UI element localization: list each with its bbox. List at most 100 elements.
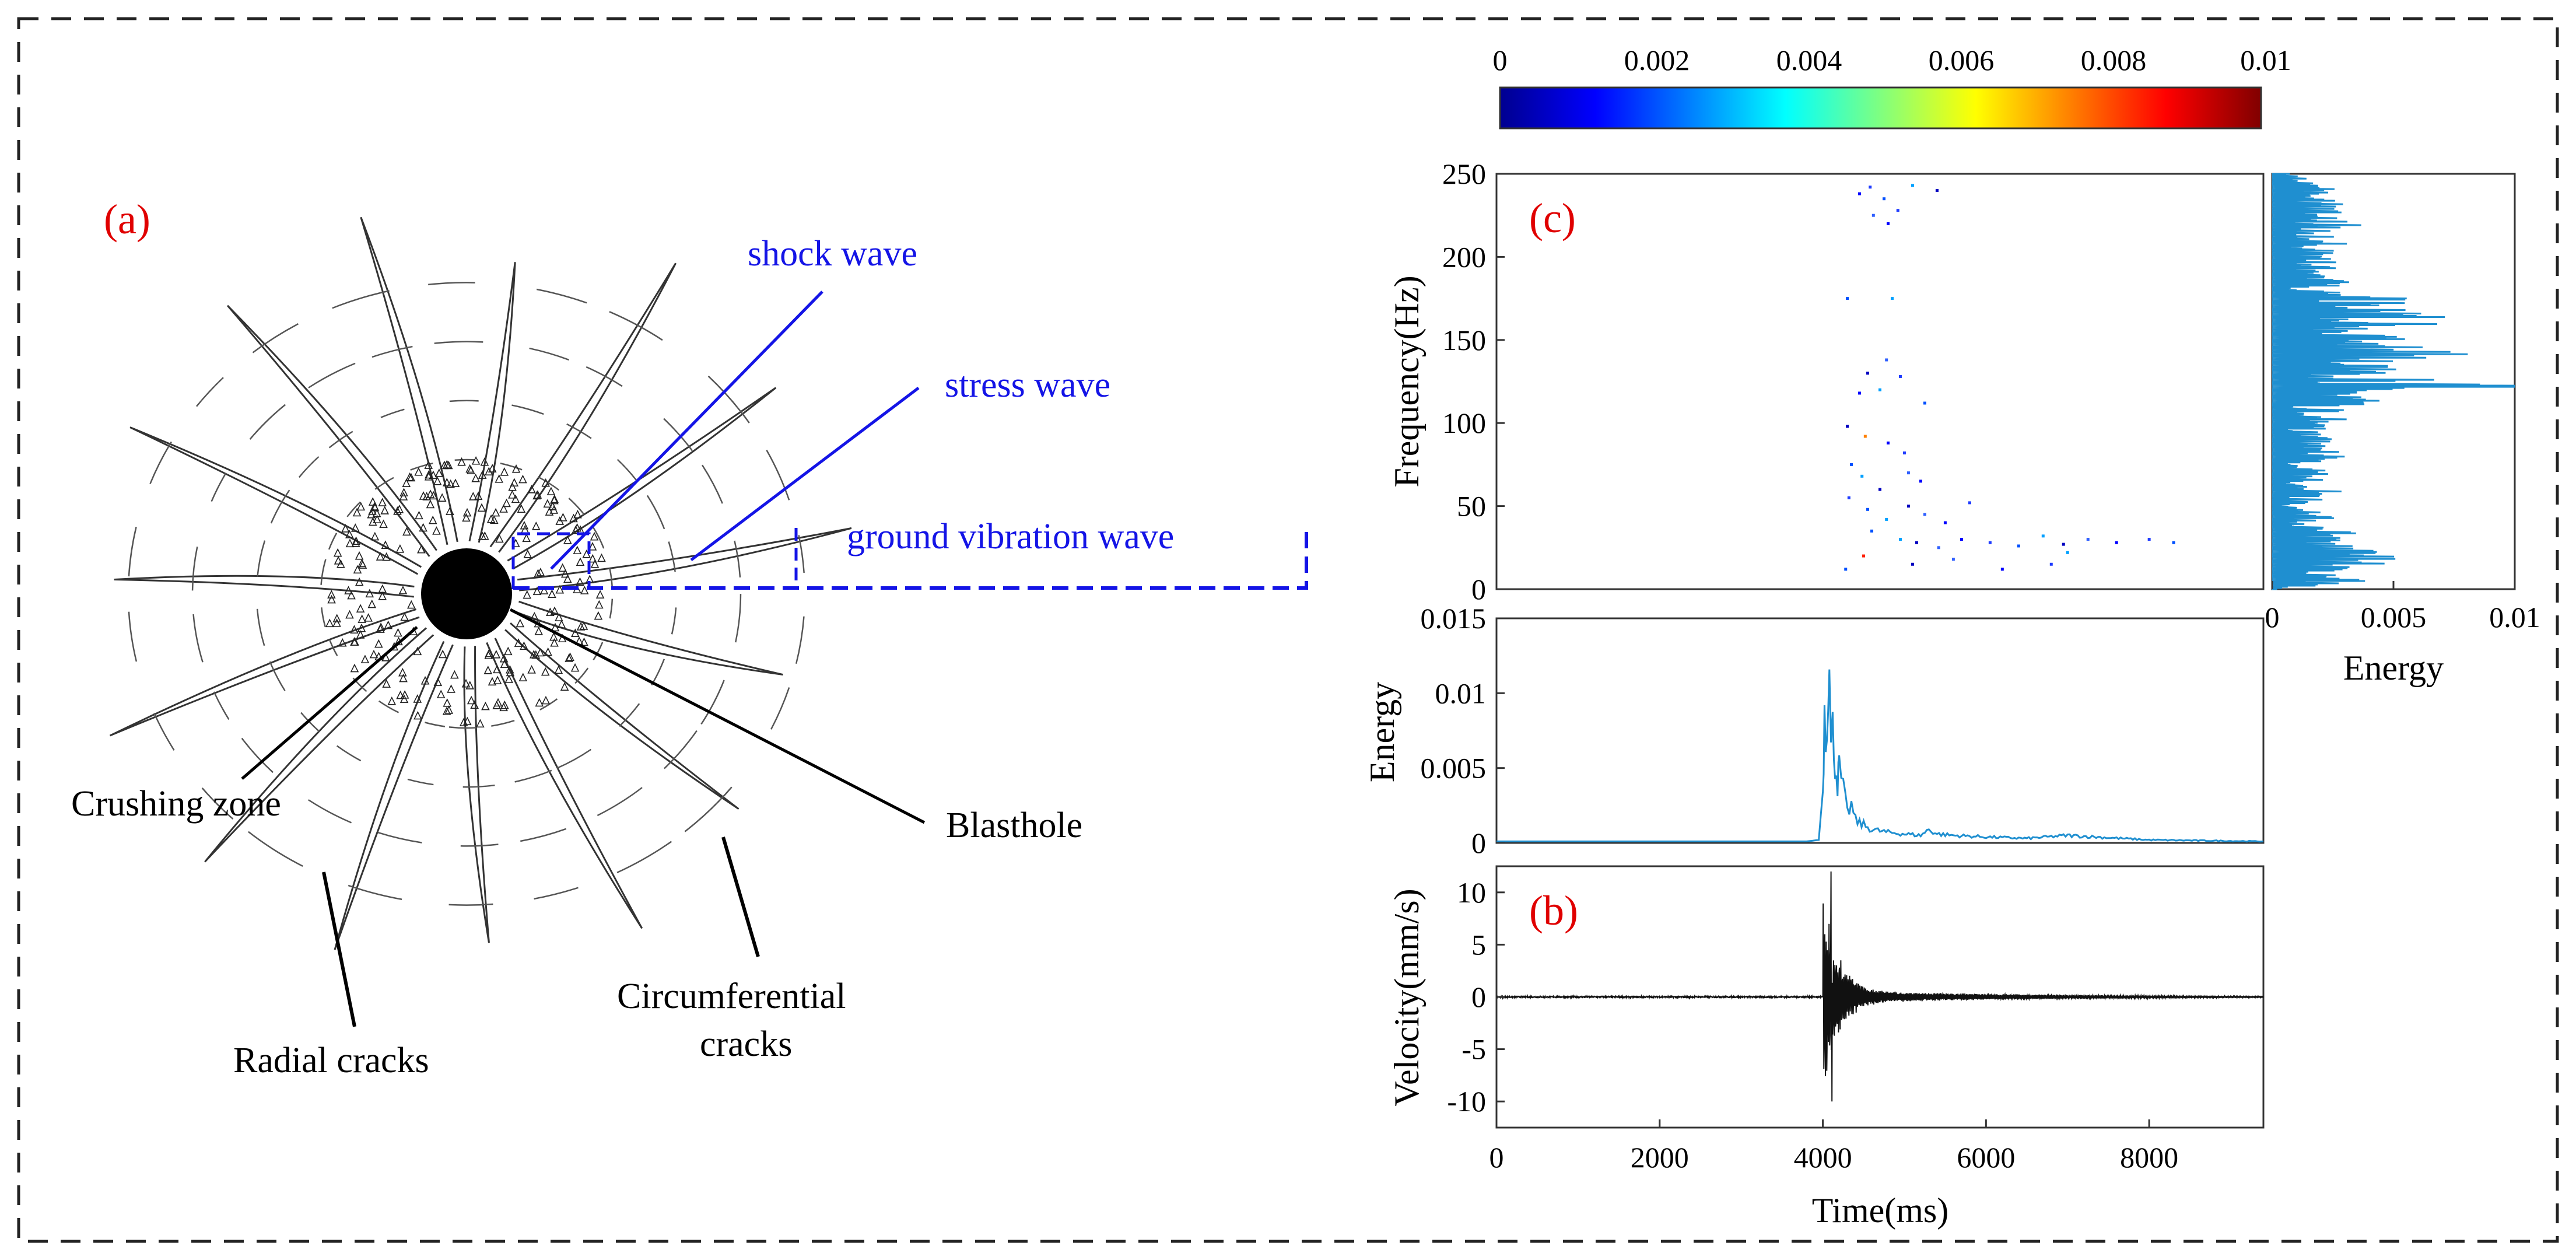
tf-point — [1860, 474, 1864, 478]
crushing-particle — [544, 647, 552, 656]
crushing-particle — [527, 665, 536, 674]
frequency-tick-label: 100 — [1442, 407, 1486, 439]
tf-point — [1911, 184, 1914, 187]
crushing-particle — [376, 624, 385, 633]
crushing-particle — [344, 586, 353, 594]
circumferential-crack — [425, 722, 446, 727]
crushing-particle — [428, 515, 437, 524]
marginal-energy-tick-label: 0.01 — [2489, 601, 2540, 634]
radial-crack — [463, 646, 490, 943]
crushing-particle — [358, 558, 366, 568]
circumferential-crack — [500, 463, 523, 471]
crushing-particle — [571, 628, 580, 638]
tf-point — [1896, 209, 1899, 212]
crushing-particle — [478, 470, 487, 479]
crushing-particle — [406, 473, 416, 482]
crushing-particle — [462, 716, 472, 726]
tf-point — [1858, 192, 1862, 195]
crushing-particle — [355, 577, 364, 586]
velocity-tick-label: 10 — [1457, 876, 1486, 909]
crushing-particle — [415, 510, 423, 520]
crushing-particle — [563, 574, 572, 583]
circumferential-crack — [770, 687, 790, 730]
circumferential-crack — [213, 691, 230, 720]
circumferential-crack — [707, 375, 750, 424]
crushing-particle — [520, 524, 530, 534]
crushing-particle — [367, 599, 377, 608]
crushing-particle — [384, 620, 392, 629]
crushing-particle — [398, 586, 408, 594]
radial-crack — [489, 262, 677, 553]
circumferential-crack — [514, 769, 552, 783]
crushing-particle — [396, 690, 405, 699]
circumferential-crack — [556, 748, 592, 769]
circumferential-crack — [798, 535, 805, 573]
crushing-particle — [451, 478, 460, 488]
crushing-particle — [520, 641, 528, 650]
circumferential-crack — [191, 546, 198, 591]
crushing-particle — [351, 523, 360, 532]
circumferential-crack — [320, 559, 327, 585]
crushing-particle — [440, 460, 449, 470]
crushing-particle — [500, 659, 509, 668]
crushing-particle — [333, 548, 342, 557]
colorbar-tick-label: 0.006 — [1929, 44, 1995, 76]
colorbar-tick-label: 0.01 — [2240, 44, 2291, 76]
crushing-particle — [478, 531, 487, 540]
tf-point — [1943, 521, 1947, 524]
crushing-particle — [350, 663, 359, 673]
panel-a-diagram: (a) shock wave stress wave ground vibrat… — [71, 196, 1308, 1080]
crushing-particle — [550, 638, 559, 647]
circumferential-crack — [597, 787, 643, 817]
crushing-particle — [444, 705, 454, 714]
circumferential-crack — [434, 341, 483, 344]
velocity-line — [1496, 871, 2264, 1102]
circumferential-crack — [407, 778, 434, 786]
circumferential-crack — [609, 598, 614, 619]
crushing-particle — [523, 590, 532, 599]
circumferential-crack — [308, 799, 352, 824]
crushing-particle — [565, 653, 573, 662]
crushing-particle — [369, 517, 377, 526]
crushing-particle — [379, 519, 388, 528]
crushing-particle — [558, 563, 567, 572]
crushing-particle — [459, 718, 468, 726]
tf-point — [1898, 374, 1902, 378]
circumferential-crack — [336, 745, 362, 762]
circumferential-crack — [308, 362, 356, 388]
crushing-particle — [465, 681, 475, 690]
radial-crack — [468, 262, 516, 543]
crushing-particle — [417, 544, 426, 554]
crushing-particle — [378, 592, 387, 600]
circumferential-crack — [298, 456, 320, 478]
crushing-particle — [351, 637, 359, 646]
crushing-particle — [402, 527, 411, 536]
crushing-particle — [345, 530, 354, 538]
circumferential-crack — [646, 495, 665, 530]
circumferential-crack — [300, 712, 320, 733]
circumferential-crack — [211, 473, 227, 502]
crushing-particle — [461, 678, 471, 688]
circumferential-crack — [348, 884, 402, 900]
tf-point — [1850, 463, 1853, 466]
marginal-energy-series — [2272, 173, 2515, 590]
crushing-particle — [470, 700, 479, 709]
panel-a-label: (a) — [104, 196, 150, 243]
circumferential-crack — [378, 700, 399, 713]
tf-point — [2000, 568, 2004, 571]
crushing-particle — [422, 492, 431, 501]
tf-map-axes — [1495, 173, 2265, 590]
tf-point — [2115, 541, 2118, 544]
tf-point — [1906, 471, 1910, 475]
shock-wave-label: shock wave — [748, 234, 917, 274]
tf-point — [1915, 541, 1918, 544]
crushing-particle — [468, 492, 478, 501]
tf-point — [1846, 297, 1849, 300]
crushing-particle — [539, 586, 549, 594]
colorbar-tick-label: 0.008 — [2081, 44, 2147, 76]
crushing-particle — [399, 492, 408, 501]
tf-point — [2066, 551, 2069, 554]
radial-crack — [109, 608, 420, 737]
circumferential-crack — [568, 498, 585, 515]
circumferential-crack — [371, 345, 413, 358]
